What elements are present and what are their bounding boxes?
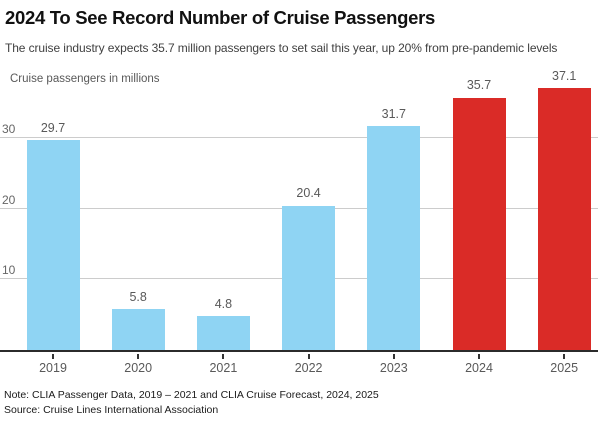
bar-2024 bbox=[452, 97, 506, 350]
y-tick-label: 20 bbox=[2, 192, 16, 207]
bar-2019 bbox=[26, 140, 80, 350]
x-tick bbox=[52, 354, 54, 359]
bar-value-label: 31.7 bbox=[381, 106, 406, 121]
x-tick-label: 2019 bbox=[39, 361, 67, 375]
bar-2022 bbox=[282, 205, 336, 350]
x-tick-label: 2023 bbox=[379, 361, 408, 375]
x-tick bbox=[222, 354, 225, 359]
x-tick bbox=[307, 354, 310, 359]
chart-subtitle: The cruise industry expects 35.7 million… bbox=[5, 41, 558, 55]
bar-2020 bbox=[111, 309, 165, 350]
x-tick bbox=[137, 354, 140, 359]
bar-value-label: 29.7 bbox=[40, 120, 66, 135]
x-tick-label: 2024 bbox=[465, 361, 493, 375]
chart-note: Note: CLIA Passenger Data, 2019 – 2021 a… bbox=[4, 389, 379, 401]
chart-title: 2024 To See Record Number of Cruise Pass… bbox=[5, 7, 436, 28]
chart-source: Source: Cruise Lines International Assoc… bbox=[4, 404, 219, 416]
bar-2025 bbox=[537, 88, 591, 350]
y-tick-label: 10 bbox=[2, 263, 16, 278]
bar-value-label: 4.8 bbox=[214, 296, 233, 311]
x-axis: 2019 2020 2021 2022 2023 2024 2025 bbox=[0, 354, 598, 382]
bar-2023 bbox=[367, 126, 421, 350]
x-tick bbox=[392, 354, 395, 359]
y-tick-label: 30 bbox=[2, 122, 16, 137]
bar-value-label: 35.7 bbox=[466, 78, 492, 93]
plot-area: 10 20 30 29.7 5.8 4.8 20.4 31.7 35.7 37.1 bbox=[0, 69, 598, 352]
x-tick-label: 2021 bbox=[209, 361, 238, 375]
x-tick-label: 2020 bbox=[124, 361, 153, 375]
x-tick-label: 2022 bbox=[294, 361, 323, 375]
x-tick bbox=[478, 354, 480, 359]
x-tick-label: 2025 bbox=[550, 361, 579, 375]
bar-value-label: 5.8 bbox=[129, 289, 147, 304]
gridline bbox=[0, 137, 598, 139]
bar-2021 bbox=[196, 316, 250, 350]
bar-value-label: 37.1 bbox=[552, 68, 577, 83]
x-tick bbox=[563, 354, 566, 359]
y-axis-title: Cruise passengers in millions bbox=[10, 73, 160, 85]
bar-value-label: 20.4 bbox=[296, 186, 321, 201]
